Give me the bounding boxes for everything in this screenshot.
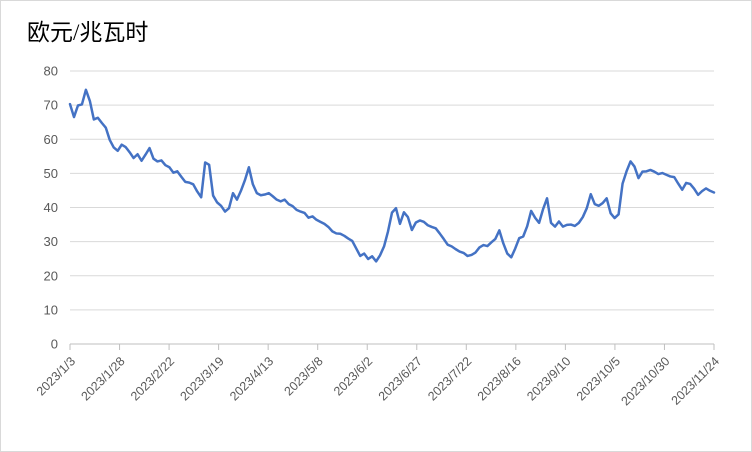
x-axis-tick-label: 2023/8/16 (475, 354, 524, 403)
y-axis-tick-label: 70 (44, 98, 58, 113)
x-axis-tick-label: 2023/1/3 (34, 354, 78, 398)
x-axis-labels: 2023/1/3 2023/1/28 2023/2/22 2023/3/19 2023/… (34, 354, 722, 408)
y-axis-tick-label: 60 (44, 132, 58, 147)
x-axis-tick-label: 2023/10/30 (618, 354, 672, 408)
x-axis-tick-label: 2023/3/19 (178, 354, 227, 403)
y-axis-tick-label: 50 (44, 166, 58, 181)
x-axis-tick-label: 2023/1/28 (78, 354, 127, 403)
x-axis-tick-label: 2023/9/10 (524, 354, 573, 403)
y-axis-tick-label: 30 (44, 234, 58, 249)
y-axis-tick-label: 40 (44, 200, 58, 215)
x-axis-tick-label: 2023/10/5 (574, 354, 623, 403)
x-axis-tick-label: 2023/6/27 (376, 354, 425, 403)
x-axis-tick-label: 2023/4/13 (227, 354, 276, 403)
x-axis-tick-label: 2023/5/8 (281, 354, 325, 398)
y-axis-tick-label: 10 (44, 302, 58, 317)
x-axis-tick-label: 2023/6/2 (331, 354, 375, 398)
chart-title: 欧元/兆瓦时 (27, 20, 149, 45)
price-series-line (68, 88, 716, 263)
y-axis-tick-label: 20 (44, 268, 58, 283)
y-axis-tick-label: 0 (51, 337, 58, 352)
x-axis (69, 343, 715, 350)
x-axis-tick-label: 2023/7/22 (425, 354, 474, 403)
y-axis-tick-label: 80 (44, 64, 58, 79)
x-axis-tick-label: 2023/2/22 (128, 354, 177, 403)
x-axis-tick-label: 2023/11/24 (669, 354, 723, 408)
y-gridlines (70, 70, 714, 311)
y-axis-labels: 0 10 20 30 40 50 60 70 80 (44, 64, 58, 352)
